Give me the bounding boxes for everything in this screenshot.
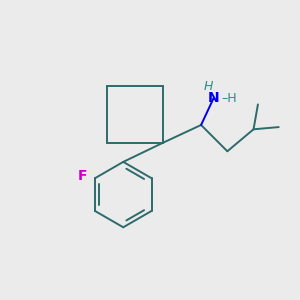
Text: –H: –H bbox=[221, 92, 237, 104]
Text: N: N bbox=[208, 91, 220, 105]
Text: F: F bbox=[78, 169, 87, 183]
Text: H: H bbox=[204, 80, 213, 93]
